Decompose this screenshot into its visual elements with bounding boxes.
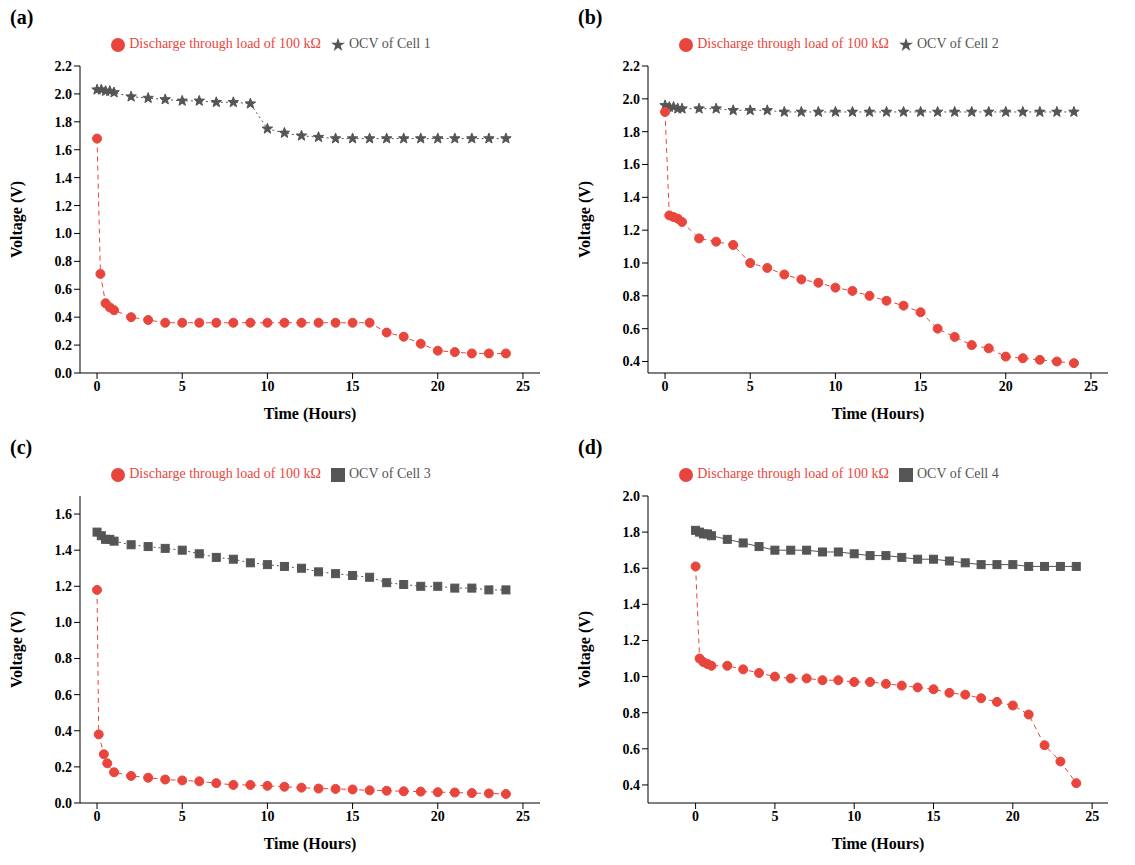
svg-text:1.8: 1.8 <box>623 125 641 140</box>
html-text:Discharge through load of 100: Discharge through load of 100 kΩ <box>697 466 889 481</box>
svg-text:2.0: 2.0 <box>623 92 641 107</box>
svg-text:1.6: 1.6 <box>55 507 73 522</box>
svg-text:0.6: 0.6 <box>55 688 73 703</box>
svg-text:2.2: 2.2 <box>55 59 73 74</box>
svg-text:Time (Hours): Time (Hours) <box>832 405 925 423</box>
svg-text:25: 25 <box>516 379 530 394</box>
svg-text:1.0: 1.0 <box>55 615 73 630</box>
svg-text:0.2: 0.2 <box>55 338 73 353</box>
html-text:OCV of Cell 3: OCV of Cell 3 <box>349 466 431 481</box>
svg-text:1.2: 1.2 <box>623 633 641 648</box>
svg-text:Time (Hours): Time (Hours) <box>264 835 357 853</box>
svg-text:25: 25 <box>516 809 530 824</box>
html-text:(b): (b) <box>578 6 603 28</box>
svg-text:Time (Hours): Time (Hours) <box>264 405 357 423</box>
svg-text:0: 0 <box>94 809 101 824</box>
svg-text:0.0: 0.0 <box>55 366 73 381</box>
svg-text:20: 20 <box>431 809 445 824</box>
svg-text:0.6: 0.6 <box>623 322 641 337</box>
svg-text:Voltage (V): Voltage (V) <box>576 181 594 258</box>
svg-text:0: 0 <box>662 379 669 394</box>
svg-text:5: 5 <box>747 379 754 394</box>
svg-text:20: 20 <box>1006 809 1020 824</box>
svg-text:15: 15 <box>346 379 360 394</box>
svg-text:1.6: 1.6 <box>623 157 641 172</box>
svg-text:1.8: 1.8 <box>623 525 641 540</box>
svg-text:2.0: 2.0 <box>623 489 641 504</box>
html-text:Discharge through load of 100: Discharge through load of 100 kΩ <box>697 36 889 51</box>
svg-text:5: 5 <box>771 809 778 824</box>
html-text:OCV of Cell 1: OCV of Cell 1 <box>349 36 431 51</box>
svg-text:1.0: 1.0 <box>55 226 73 241</box>
svg-text:1.4: 1.4 <box>55 543 73 558</box>
svg-text:Time (Hours): Time (Hours) <box>832 835 925 853</box>
svg-text:15: 15 <box>914 379 928 394</box>
html-text:OCV of Cell 2: OCV of Cell 2 <box>917 36 999 51</box>
svg-text:15: 15 <box>927 809 941 824</box>
html-text:Discharge through load of 100: Discharge through load of 100 kΩ <box>129 466 321 481</box>
svg-text:0.8: 0.8 <box>55 651 73 666</box>
svg-text:0.4: 0.4 <box>623 354 641 369</box>
svg-text:0.4: 0.4 <box>623 778 641 793</box>
svg-text:1.6: 1.6 <box>55 143 73 158</box>
svg-text:0.8: 0.8 <box>623 289 641 304</box>
svg-text:Voltage (V): Voltage (V) <box>8 181 26 258</box>
html-text:Discharge through load of 100: Discharge through load of 100 kΩ <box>129 36 321 51</box>
svg-text:1.0: 1.0 <box>623 256 641 271</box>
svg-text:25: 25 <box>1084 379 1098 394</box>
svg-text:Voltage (V): Voltage (V) <box>576 611 594 688</box>
svg-text:20: 20 <box>999 379 1013 394</box>
html-text:(a): (a) <box>10 6 34 28</box>
svg-text:2.2: 2.2 <box>623 59 641 74</box>
svg-text:5: 5 <box>179 379 186 394</box>
svg-text:0.0: 0.0 <box>55 796 73 811</box>
svg-text:0: 0 <box>692 809 699 824</box>
svg-text:20: 20 <box>431 379 445 394</box>
svg-text:2.0: 2.0 <box>55 87 73 102</box>
svg-text:0.4: 0.4 <box>55 310 73 325</box>
svg-text:1.4: 1.4 <box>623 190 641 205</box>
html-text:(d): (d) <box>578 436 603 458</box>
svg-text:1.6: 1.6 <box>623 561 641 576</box>
svg-text:1.2: 1.2 <box>55 199 73 214</box>
svg-text:15: 15 <box>346 809 360 824</box>
svg-text:0.8: 0.8 <box>623 706 641 721</box>
html-text:(c): (c) <box>10 436 33 458</box>
svg-text:10: 10 <box>847 809 861 824</box>
svg-text:10: 10 <box>260 809 274 824</box>
svg-text:1.8: 1.8 <box>55 115 73 130</box>
svg-text:0.4: 0.4 <box>55 724 73 739</box>
svg-text:1.0: 1.0 <box>623 670 641 685</box>
svg-text:0.2: 0.2 <box>55 760 73 775</box>
svg-text:10: 10 <box>260 379 274 394</box>
html-text:OCV of Cell 4: OCV of Cell 4 <box>917 466 999 481</box>
svg-text:25: 25 <box>1085 809 1099 824</box>
svg-text:1.4: 1.4 <box>623 597 641 612</box>
svg-text:0: 0 <box>94 379 101 394</box>
svg-text:Voltage (V): Voltage (V) <box>8 611 26 688</box>
svg-text:0.8: 0.8 <box>55 254 73 269</box>
svg-text:10: 10 <box>828 379 842 394</box>
svg-text:0.6: 0.6 <box>623 742 641 757</box>
svg-text:5: 5 <box>179 809 186 824</box>
svg-text:1.2: 1.2 <box>55 579 73 594</box>
svg-text:1.4: 1.4 <box>55 171 73 186</box>
svg-text:0.6: 0.6 <box>55 282 73 297</box>
svg-text:1.2: 1.2 <box>623 223 641 238</box>
